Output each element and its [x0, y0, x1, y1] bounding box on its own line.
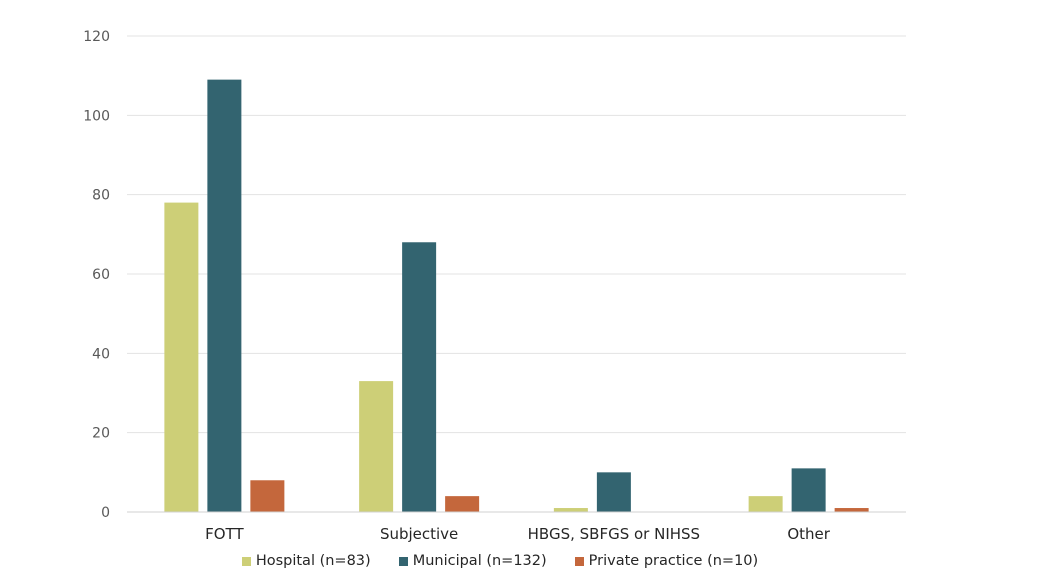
bar-municipal-4: [791, 468, 826, 512]
bar-municipal-3: [596, 472, 631, 512]
x-category-label: HBGS, SBFGS or NIHSS: [528, 525, 700, 543]
legend-label: Municipal (n=132): [412, 553, 547, 569]
bar-hospital-4: [748, 496, 783, 512]
legend: Hospital (n=83) Municipal (n=132) Private …: [0, 553, 1000, 569]
bar-private-4: [834, 508, 869, 512]
x-category-label: Other: [787, 525, 830, 543]
legend-swatch: [398, 556, 408, 566]
bar-municipal-1: [207, 79, 242, 512]
y-axis-ticks: 0 20 40 60 80 100 120: [83, 29, 110, 521]
legend-label: Private practice (n=10): [588, 553, 759, 569]
y-tick-label: 60: [92, 267, 110, 283]
bar-municipal-2: [402, 242, 437, 512]
legend-item: Private practice (n=10): [574, 553, 759, 569]
bar-hospital-2: [359, 381, 394, 512]
bar-hospital-3: [553, 508, 588, 512]
bars: [164, 79, 869, 512]
y-tick-label: 100: [83, 108, 110, 124]
bar-chart: 0 20 40 60 80 100 120 FOTT Subjective HBGS, SBFG…: [83, 29, 906, 543]
x-category-label: Subjective: [380, 525, 458, 543]
x-category-label: FOTT: [205, 525, 244, 543]
x-axis-categories: FOTT Subjective HBGS, SBFGS or NIHSS Other: [205, 525, 831, 543]
bar-private-1: [250, 480, 285, 512]
legend-swatch: [241, 556, 251, 566]
y-tick-label: 120: [83, 29, 110, 45]
bar-hospital-1: [164, 202, 199, 512]
bar-private-2: [445, 496, 480, 512]
y-tick-label: 20: [92, 426, 110, 442]
legend-item: Municipal (n=132): [398, 553, 547, 569]
y-tick-label: 40: [92, 346, 110, 362]
gridlines: [127, 35, 906, 434]
legend-item: Hospital (n=83): [241, 553, 371, 569]
y-tick-label: 80: [92, 188, 110, 204]
legend-label: Hospital (n=83): [255, 553, 371, 569]
legend-swatch: [574, 556, 584, 566]
y-tick-label: 0: [101, 505, 110, 521]
